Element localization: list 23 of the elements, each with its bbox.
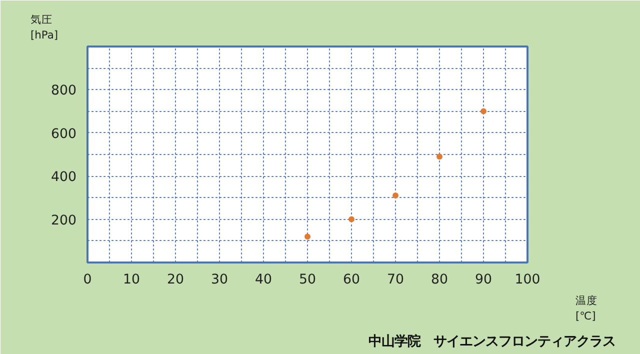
- point: [392, 192, 398, 199]
- y-tick-label: 800: [51, 84, 77, 99]
- x-tick-label: 80: [431, 272, 448, 288]
- y-tick-label: 600: [51, 126, 77, 142]
- x-tick-label: 70: [387, 272, 404, 288]
- y-tick-label: 200: [51, 213, 77, 228]
- x-tick-label: 30: [211, 272, 228, 288]
- y-tick-label: 400: [51, 170, 77, 186]
- x-tick-label: 100: [514, 272, 540, 288]
- point: [480, 108, 486, 114]
- x-tick-label: 40: [255, 272, 272, 288]
- x-tick-label: 0: [83, 272, 92, 288]
- point: [348, 216, 354, 222]
- point: [304, 234, 310, 240]
- x-tick-label: 10: [123, 272, 140, 288]
- x-tick-label: 50: [299, 272, 316, 288]
- x-axis-title: 温度 [℃]: [576, 294, 598, 322]
- point: [436, 154, 442, 160]
- x-tick-label: 60: [343, 272, 360, 288]
- x-tick-label: 20: [167, 272, 184, 288]
- x-tick-label: 90: [475, 272, 492, 288]
- y-axis-title: 気圧 [hPa]: [30, 12, 58, 42]
- text: 中山学院 サイエンスフロンティアクラス: [368, 334, 616, 350]
